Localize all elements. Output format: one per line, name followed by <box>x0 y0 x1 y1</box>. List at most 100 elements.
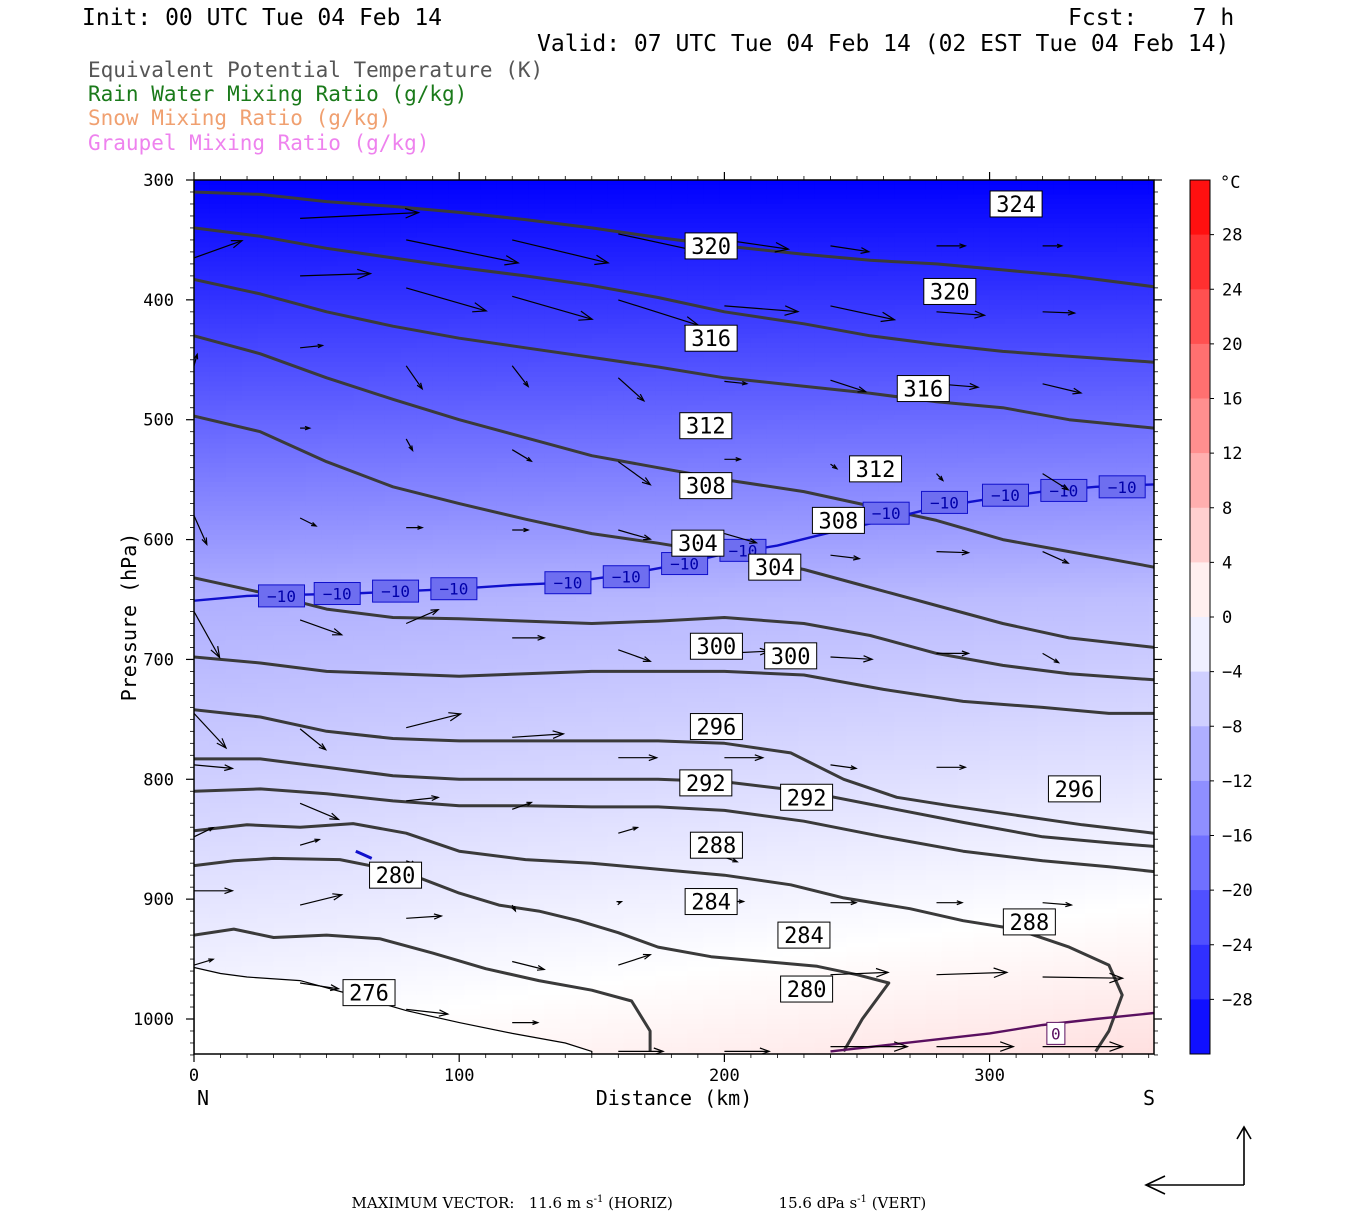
temperature-cell <box>544 309 561 315</box>
temperature-cell <box>241 419 259 426</box>
temperature-cell <box>925 525 943 531</box>
temperature-cell <box>1021 458 1038 464</box>
temperature-cell <box>321 304 338 311</box>
temperature-cell <box>941 462 959 469</box>
temperature-cell <box>575 501 593 507</box>
temperature-cell <box>1053 184 1070 191</box>
temperature-cell <box>1116 328 1134 334</box>
temperature-cell <box>321 333 338 339</box>
temperature-cell <box>925 314 943 320</box>
temperature-cell <box>416 309 434 315</box>
temperature-cell <box>1069 204 1086 210</box>
temperature-cell <box>814 218 832 224</box>
temperature-cell <box>925 520 943 526</box>
temperature-cell <box>353 539 370 545</box>
temperature-cell <box>957 554 975 560</box>
temperature-cell <box>273 247 291 253</box>
temperature-cell <box>257 180 275 186</box>
temperature-cell <box>289 232 306 239</box>
temperature-cell <box>575 367 593 373</box>
temperature-cell <box>416 280 434 287</box>
temperature-cell <box>241 371 259 378</box>
temperature-cell <box>225 482 243 488</box>
temperature-cell <box>384 539 402 545</box>
temperature-cell <box>1037 208 1054 215</box>
temperature-cell <box>623 496 641 502</box>
temperature-cell <box>1005 530 1022 536</box>
temperature-cell <box>337 462 354 469</box>
temperature-cell <box>735 352 752 358</box>
temperature-cell <box>1148 237 1154 243</box>
temperature-cell <box>544 410 561 416</box>
temperature-cell <box>941 347 959 354</box>
temperature-cell <box>798 180 816 186</box>
temperature-cell <box>687 194 704 200</box>
temperature-cell <box>194 271 211 277</box>
temperature-cell <box>273 525 291 531</box>
temperature-cell <box>941 448 959 454</box>
temperature-cell <box>1037 204 1054 210</box>
temperature-cell <box>289 400 306 406</box>
temperature-cell <box>910 343 927 349</box>
temperature-cell <box>194 376 211 382</box>
temperature-cell <box>957 458 975 464</box>
temperature-cell <box>194 438 211 445</box>
temperature-cell <box>1148 443 1154 450</box>
temperature-cell <box>321 544 338 550</box>
temperature-cell <box>878 362 895 368</box>
temperature-cell <box>973 534 991 541</box>
temperature-cell <box>687 400 704 406</box>
temperature-cell <box>798 386 816 392</box>
temperature-cell <box>194 275 211 282</box>
temperature-cell <box>448 242 466 248</box>
temperature-cell <box>273 549 291 555</box>
temperature-cell <box>337 266 354 272</box>
temperature-cell <box>989 338 1007 344</box>
temperature-cell <box>560 261 577 267</box>
temperature-cell <box>623 189 641 195</box>
temperature-cell <box>575 290 593 296</box>
temperature-cell <box>384 491 402 497</box>
temperature-cell <box>321 496 338 502</box>
temperature-cell <box>273 390 291 397</box>
temperature-cell <box>512 333 529 339</box>
temperature-cell <box>512 266 529 272</box>
temperature-cell <box>830 242 847 248</box>
temperature-cell <box>1069 419 1086 426</box>
temperature-cell <box>305 482 322 488</box>
temperature-cell <box>607 285 625 291</box>
temperature-cell <box>798 501 816 507</box>
temperature-cell <box>512 319 529 325</box>
temperature-cell <box>607 319 625 325</box>
temperature-cell <box>973 208 991 215</box>
temperature-cell <box>1037 443 1054 450</box>
temperature-cell <box>703 261 720 267</box>
temperature-cell <box>894 232 911 239</box>
temperature-cell <box>384 194 402 200</box>
temperature-cell <box>560 506 577 512</box>
temperature-cell <box>750 285 768 291</box>
temperature-cell <box>941 554 959 560</box>
temperature-cell <box>782 472 800 478</box>
temperature-cell <box>448 506 466 512</box>
temperature-cell <box>910 208 927 215</box>
temperature-cell <box>1132 285 1150 291</box>
temperature-cell <box>719 208 736 215</box>
temperature-cell <box>512 304 529 311</box>
temperature-cell <box>750 395 768 402</box>
temperature-cell <box>973 251 991 258</box>
temperature-cell <box>560 520 577 526</box>
temperature-cell <box>862 530 879 536</box>
temperature-cell <box>448 280 466 287</box>
temperature-cell <box>1132 189 1150 195</box>
temperature-cell <box>448 362 466 368</box>
temperature-cell <box>703 204 720 210</box>
temperature-cell <box>400 515 418 521</box>
temperature-cell <box>798 299 816 306</box>
temperature-cell <box>432 275 450 282</box>
temperature-cell <box>1085 405 1102 411</box>
temperature-cell <box>289 280 306 287</box>
temperature-cell <box>878 314 895 320</box>
temperature-cell <box>766 506 784 512</box>
temperature-cell <box>448 448 466 454</box>
